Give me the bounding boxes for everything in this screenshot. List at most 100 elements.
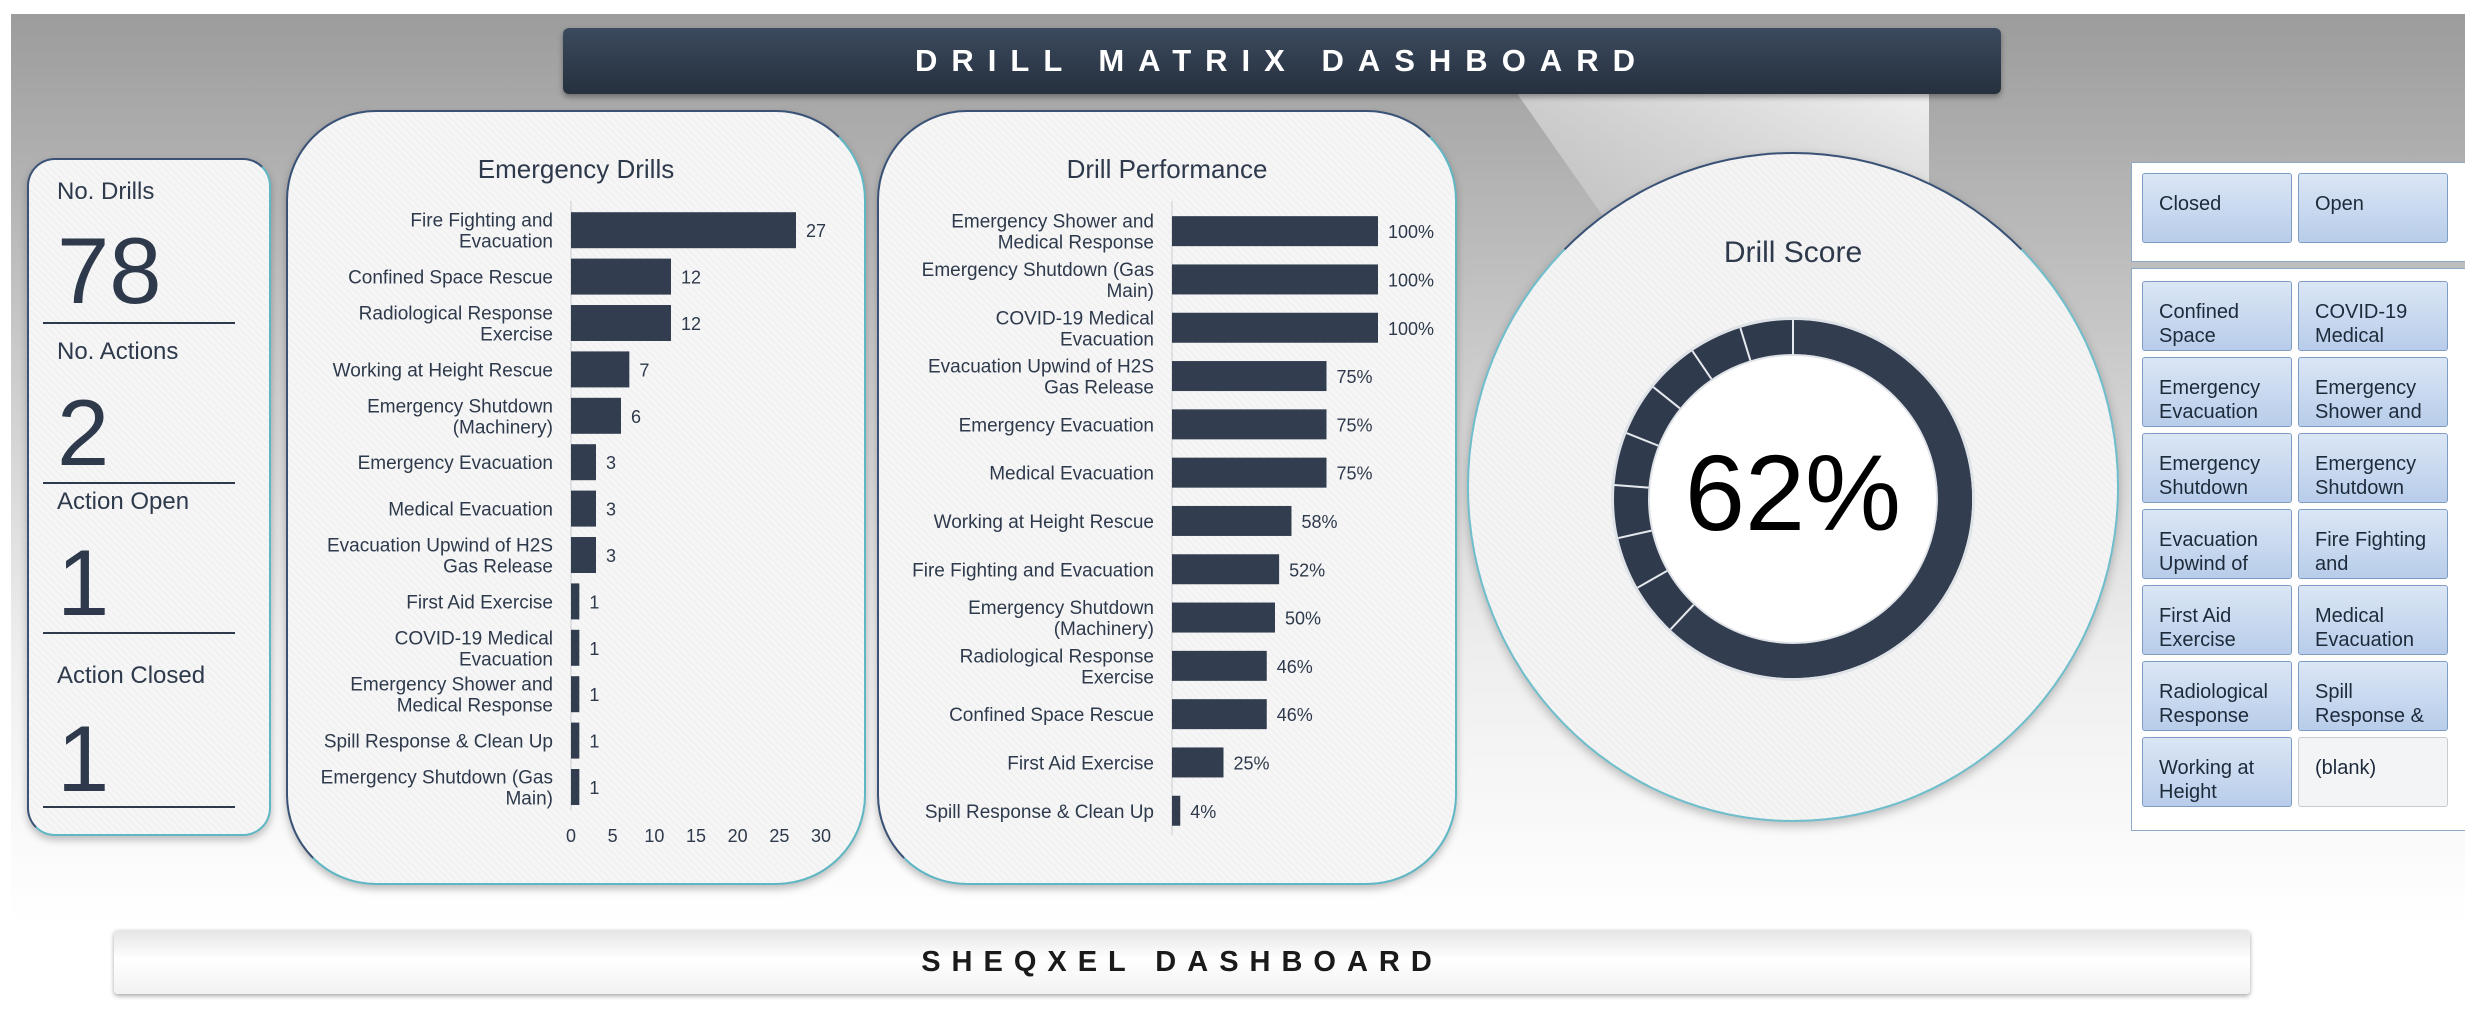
chart-bar: [571, 305, 671, 341]
bar-value-label: 7: [639, 360, 649, 380]
emergency-drills-chart: 27 Fire Fighting and Evacuation 12 Confined …: [321, 201, 831, 846]
chart-bar: [1172, 650, 1267, 681]
x-tick-label: 5: [608, 826, 618, 846]
dashboard-title: DRILL MATRIX DASHBOARD: [563, 28, 2001, 94]
bar-value-label: 46%: [1277, 657, 1313, 677]
slicer-item-confined-space[interactable]: Confined Space: [2142, 281, 2292, 351]
chart-bar: [1172, 795, 1181, 826]
category-label: Confined Space Rescue: [949, 705, 1154, 726]
drill-score-card: Drill Score 62%: [1467, 152, 2119, 822]
drill-performance-card: Drill Performance 100% Emergency Shower a…: [877, 110, 1457, 885]
slicer-item-evacuation-upwind[interactable]: Evacuation Upwind of: [2142, 509, 2292, 579]
gauge-tick: [1614, 483, 1649, 489]
chart-bar: [571, 629, 580, 666]
gauge-tick: [1652, 386, 1681, 410]
category-label: First Aid Exercise: [406, 592, 553, 613]
chart-bar: [571, 258, 671, 295]
bar-value-label: 12: [681, 314, 701, 334]
gauge-ticks: [1614, 320, 1794, 631]
category-label: Fire Fighting and Evacuation: [912, 560, 1154, 581]
bar-value-label: 4%: [1190, 802, 1216, 822]
bar-value-label: 52%: [1289, 560, 1325, 580]
kpi-drills-label: No. Drills: [57, 178, 155, 205]
category-label: Emergency Shower and Medical Response: [350, 675, 553, 717]
category-label: Emergency Shutdown (Machinery): [968, 598, 1154, 640]
slicer-item-medical-evacuation[interactable]: Medical Evacuation: [2298, 585, 2448, 655]
chart-bar: [571, 351, 630, 388]
bar-value-label: 25%: [1234, 753, 1270, 773]
bar-value-label: 100%: [1388, 319, 1434, 339]
bar-value-label: 6: [631, 407, 641, 427]
slicer-item-emergency-shutdown-machinery[interactable]: Emergency Shutdown: [2142, 433, 2292, 503]
chart-bar: [571, 676, 580, 713]
slicer-status-closed[interactable]: Closed: [2142, 173, 2292, 243]
emergency-drills-card: Emergency Drills 27 Fire Fighting and Evac…: [286, 110, 866, 885]
chart-bar: [571, 769, 580, 805]
slicer-item-emergency-shutdown-gas[interactable]: Emergency Shutdown: [2298, 433, 2448, 503]
dashboard-background: DRILL MATRIX DASHBOARD No. Drills 78 No.…: [11, 14, 2465, 924]
chart-bar: [571, 444, 596, 481]
bar-value-label: 3: [606, 500, 616, 520]
category-label: Medical Evacuation: [388, 500, 553, 521]
chart-bar: [1172, 264, 1378, 295]
slicer-item-blank[interactable]: (blank): [2298, 737, 2448, 807]
x-tick-label: 20: [728, 826, 748, 846]
slicer-item-fire-fighting[interactable]: Fire Fighting and: [2298, 509, 2448, 579]
bar-value-label: 46%: [1277, 705, 1313, 725]
chart-bar: [571, 212, 796, 249]
chart-bar: [571, 397, 621, 434]
kpi-card: No. Drills 78 No. Actions 2 Action Open …: [27, 158, 271, 836]
bar-value-label: 1: [589, 639, 599, 659]
kpi-divider: [43, 632, 235, 634]
slicer-item-spill-response[interactable]: Spill Response &: [2298, 661, 2448, 731]
slicer-status-open[interactable]: Open: [2298, 173, 2448, 243]
slicer-item-emergency-shower[interactable]: Emergency Shower and: [2298, 357, 2448, 427]
gauge-tick: [1637, 569, 1668, 589]
slicer-item-radiological-response[interactable]: Radiological Response: [2142, 661, 2292, 731]
slicer-item-emergency-evacuation[interactable]: Emergency Evacuation: [2142, 357, 2292, 427]
x-tick-label: 10: [644, 826, 664, 846]
category-label: Evacuation Upwind of H2S Gas Release: [928, 357, 1154, 399]
gauge-tick: [1626, 432, 1659, 447]
category-label: Emergency Evacuation: [959, 415, 1154, 436]
bar-value-label: 75%: [1337, 415, 1373, 435]
kpi-actions-label: No. Actions: [57, 338, 179, 365]
chart-bar: [1172, 699, 1267, 730]
kpi-closed-label: Action Closed: [57, 662, 206, 689]
chart-bar: [1172, 554, 1280, 585]
footer-title: SHEQXEL DASHBOARD: [114, 930, 2250, 994]
category-label: Confined Space Rescue: [348, 268, 553, 289]
gauge-tick: [1669, 604, 1695, 631]
category-label: Emergency Shower and Medical Response: [951, 212, 1154, 254]
chart-bar: [1172, 216, 1378, 247]
drill-score-gauge: [1611, 317, 1975, 681]
kpi-divider: [43, 482, 235, 484]
kpi-open-value: 1: [57, 530, 110, 635]
x-tick-label: 25: [769, 826, 789, 846]
bar-value-label: 12: [681, 268, 701, 288]
slicer-item-working-at-height[interactable]: Working at Height: [2142, 737, 2292, 807]
status-slicer: Closed Open: [2131, 162, 2465, 262]
kpi-open-label: Action Open: [57, 488, 190, 515]
category-label: Working at Height Rescue: [333, 360, 553, 381]
bar-value-label: 1: [589, 685, 599, 705]
kpi-divider: [43, 806, 235, 808]
gauge-tick: [1618, 529, 1652, 540]
chart-bar: [1172, 409, 1327, 440]
x-tick-label: 30: [811, 826, 831, 846]
category-label: Evacuation Upwind of H2S Gas Release: [327, 536, 553, 578]
gauge-center: [1650, 356, 1936, 642]
x-tick-label: 15: [686, 826, 706, 846]
x-tick-label: 0: [566, 826, 576, 846]
bar-value-label: 1: [589, 592, 599, 612]
bar-value-label: 50%: [1285, 609, 1321, 629]
category-label: Emergency Shutdown (Gas Main): [922, 260, 1154, 302]
chart-bar: [1172, 312, 1378, 343]
chart-bar: [571, 583, 580, 620]
kpi-closed-value: 1: [57, 706, 110, 811]
chart-bar: [571, 537, 596, 573]
bar-value-label: 100%: [1388, 222, 1434, 242]
bar-value-label: 75%: [1337, 367, 1373, 387]
slicer-item-first-aid[interactable]: First Aid Exercise: [2142, 585, 2292, 655]
slicer-item-covid-medical[interactable]: COVID-19 Medical: [2298, 281, 2448, 351]
